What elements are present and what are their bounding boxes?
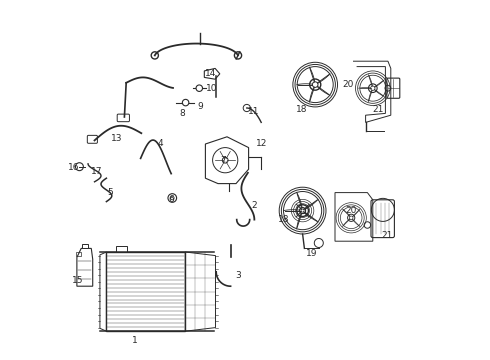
Text: 14: 14 (205, 69, 217, 78)
Text: 16: 16 (68, 163, 80, 172)
Text: 4: 4 (158, 139, 163, 148)
Text: 18: 18 (296, 105, 308, 114)
Text: 17: 17 (91, 166, 102, 175)
Bar (106, 252, 185, 331)
Text: 21: 21 (372, 105, 384, 114)
Text: 11: 11 (248, 107, 260, 116)
Bar (116, 246, 126, 252)
Text: 1: 1 (132, 336, 138, 345)
Text: 9: 9 (197, 102, 203, 111)
Text: 8: 8 (179, 109, 185, 118)
Text: 7: 7 (220, 156, 226, 165)
Text: 18: 18 (278, 215, 290, 224)
Text: 20: 20 (342, 80, 353, 89)
Text: 19: 19 (306, 249, 318, 258)
Text: 12: 12 (255, 139, 267, 148)
Text: 20: 20 (345, 206, 357, 215)
Text: 2: 2 (251, 201, 257, 210)
Text: 5: 5 (107, 188, 113, 197)
Text: 3: 3 (235, 271, 241, 280)
Text: 21: 21 (382, 231, 393, 240)
Bar (82, 244, 88, 248)
Text: 13: 13 (111, 134, 123, 143)
Text: 10: 10 (206, 84, 218, 93)
Bar (76, 252, 81, 256)
Text: 15: 15 (72, 276, 83, 285)
Text: 6: 6 (169, 195, 174, 204)
